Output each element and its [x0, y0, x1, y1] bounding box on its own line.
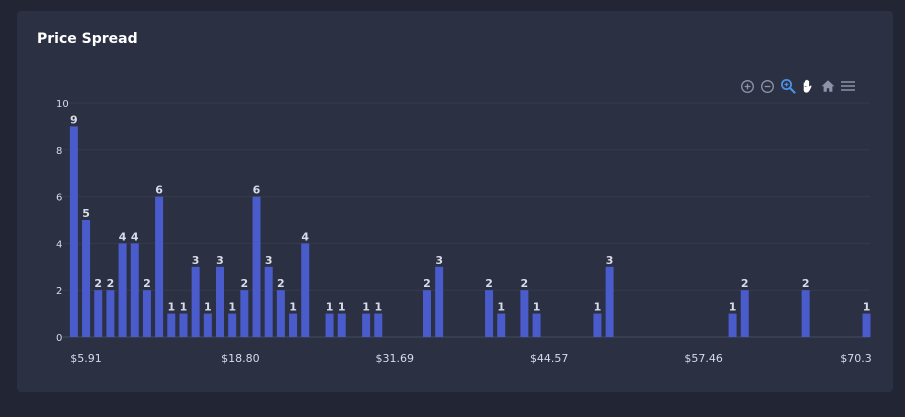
y-tick-label: 6: [56, 193, 62, 204]
bar-value-label: 4: [301, 230, 309, 243]
x-tick-label: $70.3: [840, 352, 872, 365]
bar-value-label: 1: [374, 301, 382, 314]
bar[interactable]: [276, 290, 285, 337]
bar[interactable]: [155, 196, 164, 337]
bar[interactable]: [130, 243, 139, 337]
bar-value-label: 2: [521, 277, 529, 290]
bar[interactable]: [167, 313, 176, 337]
bar-value-label: 3: [265, 254, 273, 267]
bar[interactable]: [94, 290, 103, 337]
menu-icon[interactable]: [839, 78, 856, 95]
bar[interactable]: [82, 220, 91, 337]
bar-value-label: 1: [497, 301, 505, 314]
bar-value-label: 1: [338, 301, 346, 314]
bar[interactable]: [422, 290, 431, 337]
bar[interactable]: [289, 313, 298, 337]
bar-value-label: 5: [82, 207, 90, 220]
bar-value-label: 1: [204, 301, 212, 314]
bar[interactable]: [203, 313, 212, 337]
bar[interactable]: [593, 313, 602, 337]
bar-value-label: 1: [533, 301, 541, 314]
bar-value-label: 1: [863, 301, 871, 314]
zoom-out-icon[interactable]: [759, 78, 776, 95]
x-tick-label: $44.57: [530, 352, 569, 365]
y-tick-label: 10: [56, 99, 69, 110]
bar[interactable]: [215, 266, 224, 337]
bar[interactable]: [69, 126, 78, 338]
bar-value-label: 1: [729, 301, 737, 314]
x-tick-label: $57.46: [684, 352, 723, 365]
chart-toolbar: [739, 77, 856, 95]
bar-value-label: 1: [594, 301, 602, 314]
zoom-select-icon[interactable]: [779, 78, 796, 95]
bar-value-label: 2: [423, 277, 431, 290]
bar[interactable]: [191, 266, 200, 337]
bar[interactable]: [520, 290, 529, 337]
bar[interactable]: [106, 290, 115, 337]
y-tick-label: 4: [56, 239, 62, 250]
y-tick-label: 8: [56, 146, 62, 157]
bar[interactable]: [532, 313, 541, 337]
chart-title: Price Spread: [37, 31, 138, 47]
bar[interactable]: [362, 313, 371, 337]
bar[interactable]: [801, 290, 810, 337]
pan-hand-icon[interactable]: [799, 78, 816, 95]
x-tick-label: $5.91: [70, 352, 102, 365]
bar[interactable]: [605, 266, 614, 337]
bar[interactable]: [728, 313, 737, 337]
bar-series: [69, 126, 871, 338]
home-reset-icon[interactable]: [819, 78, 836, 95]
y-axis: 0 2 4 6 8 10: [56, 99, 69, 344]
bar-value-label: 4: [131, 230, 139, 243]
bar[interactable]: [118, 243, 127, 337]
bar-value-label: 3: [192, 254, 200, 267]
bar[interactable]: [862, 313, 871, 337]
bar[interactable]: [142, 290, 151, 337]
bar-value-label: 6: [155, 184, 163, 197]
bar[interactable]: [252, 196, 261, 337]
bar-value-label: 9: [70, 113, 78, 126]
bar-value-label: 4: [119, 230, 127, 243]
bar[interactable]: [325, 313, 334, 337]
bar[interactable]: [485, 290, 494, 337]
bar[interactable]: [337, 313, 346, 337]
y-tick-label: 2: [56, 286, 62, 297]
bar[interactable]: [740, 290, 749, 337]
bar-value-label: 2: [277, 277, 285, 290]
bar-value-label: 3: [606, 254, 614, 267]
bar-value-label: 1: [180, 301, 188, 314]
bar-value-label: 1: [289, 301, 297, 314]
bar-value-label: 1: [167, 301, 175, 314]
bar-value-label: 1: [326, 301, 334, 314]
bar[interactable]: [301, 243, 310, 337]
bar-value-label: 1: [362, 301, 370, 314]
bar-value-label: 3: [435, 254, 443, 267]
bar-value-label: 2: [485, 277, 493, 290]
bar[interactable]: [435, 266, 444, 337]
bar[interactable]: [264, 266, 273, 337]
bar[interactable]: [497, 313, 506, 337]
bar-value-label: 2: [241, 277, 249, 290]
bar-value-label: 1: [228, 301, 236, 314]
x-axis: $5.91 $18.80 $31.69 $44.57 $57.46 $70.3: [70, 352, 872, 365]
bar[interactable]: [228, 313, 237, 337]
bar-value-label: 2: [741, 277, 749, 290]
bar-value-label: 6: [253, 184, 261, 197]
bar-value-label: 2: [143, 277, 151, 290]
bar[interactable]: [374, 313, 383, 337]
bar-value-label: 3: [216, 254, 224, 267]
y-tick-label: 0: [56, 333, 62, 344]
bar[interactable]: [240, 290, 249, 337]
x-tick-label: $18.80: [221, 352, 260, 365]
zoom-in-icon[interactable]: [739, 78, 756, 95]
bar-value-label: 2: [94, 277, 102, 290]
bar-value-label: 2: [107, 277, 115, 290]
bar-value-label: 2: [802, 277, 810, 290]
x-tick-label: $31.69: [376, 352, 415, 365]
bar[interactable]: [179, 313, 188, 337]
